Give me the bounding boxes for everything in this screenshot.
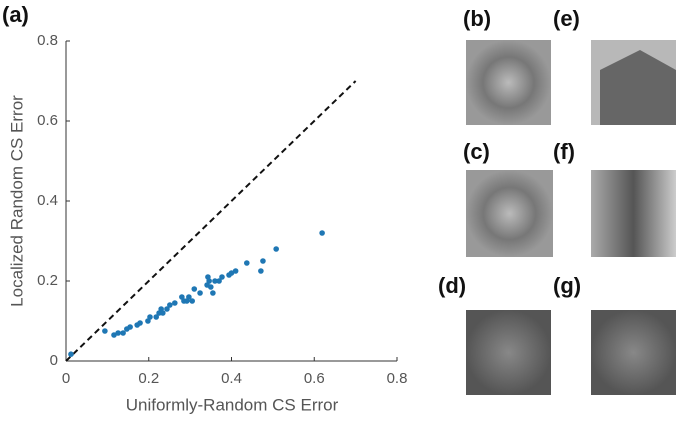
y-tick-label: 0.8 <box>37 32 58 49</box>
point <box>208 284 214 290</box>
reference-line <box>65 80 357 362</box>
point <box>160 310 166 316</box>
image-house-noisy <box>591 310 676 395</box>
house-shape <box>600 50 676 125</box>
x-tick-label: 0 <box>62 370 70 387</box>
point <box>164 306 170 312</box>
point <box>120 330 126 336</box>
point <box>153 314 159 320</box>
point <box>102 328 108 334</box>
panel-label: (a) <box>2 2 29 27</box>
x-tick-label: 0.8 <box>387 370 408 387</box>
image-panels: (b) (e) (c) (f) (d) (g) <box>438 6 676 395</box>
point <box>219 274 225 280</box>
y-tick-label: 0 <box>50 352 58 369</box>
x-tick-label: 0.2 <box>138 370 159 387</box>
panel-label: (d) <box>438 273 466 298</box>
point <box>197 290 203 296</box>
y-tick-label: 0.6 <box>37 112 58 129</box>
point <box>232 268 239 274</box>
x-axis-label: Uniformly-Random CS Error <box>126 395 339 414</box>
point <box>258 268 264 274</box>
point <box>244 260 250 266</box>
image-baboon-recon <box>466 170 553 257</box>
panel-label: (b) <box>463 6 491 31</box>
panel-label: (c) <box>463 139 490 164</box>
image-house-recon <box>591 170 676 257</box>
x-tick-label: 0.6 <box>304 370 325 387</box>
image-baboon <box>466 40 551 125</box>
point <box>212 278 218 284</box>
y-tick-label: 0.2 <box>37 272 58 289</box>
point <box>172 300 178 306</box>
point <box>191 286 198 292</box>
point <box>147 314 153 320</box>
panel-label: (g) <box>553 273 581 298</box>
point <box>206 278 212 284</box>
point <box>210 290 216 296</box>
point <box>127 324 133 330</box>
point <box>228 270 235 276</box>
x-tick-label: 0.4 <box>221 370 242 387</box>
y-axis-label: Localized Random CS Error <box>7 95 26 307</box>
point <box>137 320 143 326</box>
y-tick-label: 0.4 <box>37 192 58 209</box>
point <box>167 302 173 308</box>
point <box>189 298 195 304</box>
point <box>68 351 74 358</box>
point <box>319 230 325 236</box>
point <box>186 294 192 300</box>
point <box>115 330 121 336</box>
point <box>273 246 279 252</box>
image-baboon-noisy <box>466 310 551 395</box>
point <box>260 258 266 264</box>
panel-label: (f) <box>553 139 575 164</box>
point <box>111 332 117 338</box>
panel-label: (e) <box>553 6 580 31</box>
point <box>216 278 222 284</box>
